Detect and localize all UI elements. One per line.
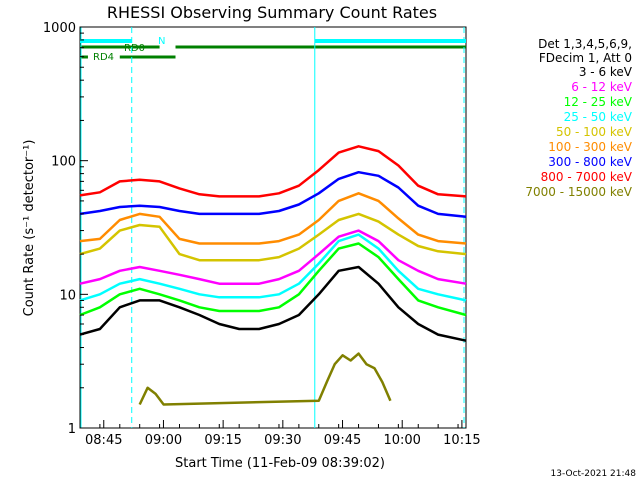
chart-title: RHESSI Observing Summary Count Rates (107, 3, 437, 22)
plot-timestamp: 13-Oct-2021 21:48 (551, 469, 637, 479)
legend: Det 1,3,4,5,6,9,FDecim 1, Att 03 - 6 keV… (525, 37, 632, 199)
legend-header: FDecim 1, Att 0 (539, 51, 632, 65)
observing-flags: N RD0 RD4 (80, 36, 466, 63)
legend-header: Det 1,3,4,5,6,9, (538, 37, 632, 51)
series-line-2 (79, 242, 467, 317)
x-tick-label: 09:15 (204, 433, 241, 448)
legend-entry: 12 - 25 keV (564, 95, 633, 109)
plot-frame (79, 26, 467, 429)
x-tick-label: 08:45 (85, 433, 122, 448)
y-axis-label: Count Rate (s⁻¹ detector⁻¹) (22, 140, 37, 317)
series-line-7 (79, 145, 467, 198)
series-layer (79, 145, 467, 406)
legend-entry: 6 - 12 keV (571, 80, 633, 94)
x-tick-label: 09:45 (324, 433, 361, 448)
flag-label-n: N (158, 36, 165, 47)
series-line-0 (79, 265, 467, 342)
series-line-1 (79, 229, 467, 285)
legend-entry: 300 - 800 keV (548, 155, 632, 169)
time-markers (80, 27, 465, 428)
legend-entry: 3 - 6 keV (579, 65, 633, 79)
legend-entry: 50 - 100 keV (556, 125, 633, 139)
legend-entry: 25 - 50 keV (564, 110, 633, 124)
series-line-6 (79, 170, 467, 219)
series-line-8 (138, 352, 392, 406)
series-line-4 (79, 212, 467, 262)
x-tick-label: 10:00 (383, 433, 420, 448)
flag-label-rd4: RD4 (93, 52, 114, 63)
series-line-3 (79, 233, 467, 302)
y-tick-label: 100 (51, 155, 76, 170)
y-tick-label: 10 (59, 288, 76, 303)
x-axis-label: Start Time (11-Feb-09 08:39:02) (175, 456, 385, 471)
legend-entry: 800 - 7000 keV (541, 170, 633, 184)
x-tick-label: 09:00 (145, 433, 182, 448)
legend-entry: 100 - 300 keV (548, 140, 632, 154)
legend-entry: 7000 - 15000 keV (525, 185, 632, 199)
flag-label-rd0: RD0 (124, 43, 145, 54)
x-tick-label: 10:15 (443, 433, 480, 448)
y-tick-label: 1 (68, 422, 76, 437)
y-tick-label: 1000 (43, 21, 76, 36)
series-line-5 (79, 192, 467, 245)
axis-layer: 08:45 09:00 09:15 09:30 09:45 10:00 10:15 1 10 10… (43, 21, 481, 448)
x-tick-label: 09:30 (264, 433, 301, 448)
